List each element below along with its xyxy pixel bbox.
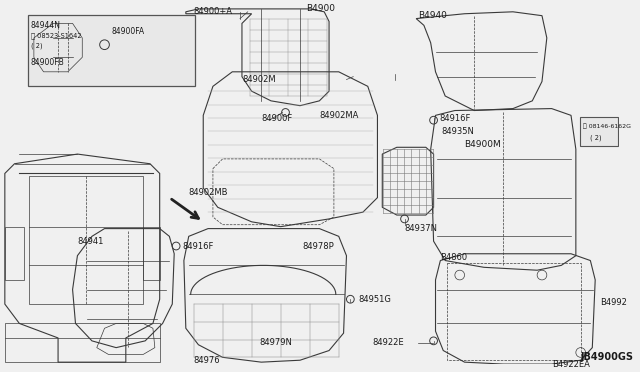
Text: 84902MA: 84902MA xyxy=(319,111,359,120)
FancyBboxPatch shape xyxy=(28,15,195,86)
Text: Ⓢ 08146-6162G: Ⓢ 08146-6162G xyxy=(582,123,630,129)
Text: B4900M: B4900M xyxy=(465,140,501,149)
FancyBboxPatch shape xyxy=(580,117,618,146)
Text: 84900FB: 84900FB xyxy=(31,58,65,67)
Text: 84900F: 84900F xyxy=(261,114,292,123)
Text: B4900: B4900 xyxy=(306,4,335,13)
Text: 84922E: 84922E xyxy=(372,338,404,347)
Text: ( 2): ( 2) xyxy=(590,134,602,141)
Text: 84916F: 84916F xyxy=(440,114,471,123)
Text: B4992: B4992 xyxy=(600,298,627,307)
Text: 84944N: 84944N xyxy=(31,21,61,30)
Text: Ⓢ 08523-S1642: Ⓢ 08523-S1642 xyxy=(31,33,81,39)
Text: B4940: B4940 xyxy=(418,11,447,20)
Text: ( 2): ( 2) xyxy=(31,42,43,49)
Text: 84900FA: 84900FA xyxy=(111,27,145,36)
Text: B4860: B4860 xyxy=(440,253,467,262)
Text: 84941: 84941 xyxy=(77,237,104,246)
Text: 84935N: 84935N xyxy=(442,127,474,136)
Text: B4922EA: B4922EA xyxy=(552,360,589,369)
Text: 84902MB: 84902MB xyxy=(189,188,228,197)
Text: 84902M: 84902M xyxy=(242,75,276,84)
Text: 84976: 84976 xyxy=(193,356,220,365)
Text: JB4900GS: JB4900GS xyxy=(580,352,634,362)
Text: 84937N: 84937N xyxy=(404,224,438,233)
Text: 84951G: 84951G xyxy=(358,295,391,304)
Text: 84979N: 84979N xyxy=(259,338,292,347)
Text: 84978P: 84978P xyxy=(302,241,333,250)
Text: 84900+A: 84900+A xyxy=(193,7,232,16)
Text: 84916F: 84916F xyxy=(182,241,213,250)
